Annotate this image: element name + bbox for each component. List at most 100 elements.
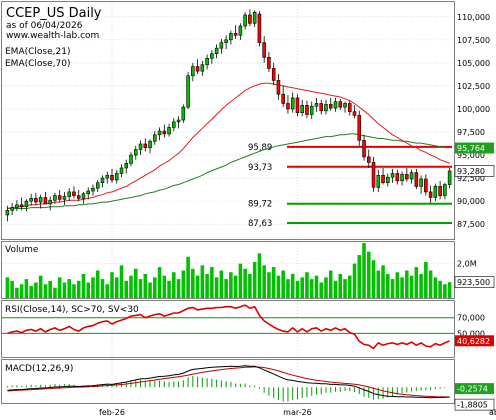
volume-bar: [433, 277, 438, 298]
candle-up: [15, 204, 19, 208]
volume-bar: [424, 261, 428, 298]
candle-down: [276, 80, 281, 95]
volume-bar: [267, 272, 271, 298]
candle-down: [281, 93, 285, 104]
volume-bar: [428, 270, 433, 298]
macd-last-box: [455, 383, 494, 395]
rsi-last-box: [455, 335, 494, 347]
rsi-line: [7, 304, 450, 350]
candle-up: [138, 143, 143, 150]
volume-bar: [148, 282, 152, 298]
candle-up: [343, 103, 347, 108]
candle-up: [176, 119, 181, 123]
candle-up: [400, 174, 404, 182]
volume-bar: [376, 270, 381, 298]
legend-ema70: EMA(Close,70): [5, 59, 70, 69]
candle-up: [157, 130, 162, 136]
macd-signal-box: [454, 398, 495, 411]
candle-down: [110, 175, 114, 181]
volume-bar: [24, 279, 29, 298]
volume-bar: [262, 265, 266, 298]
candle-down: [72, 191, 76, 196]
candle-up: [324, 104, 328, 112]
volume-bar: [343, 279, 347, 298]
ema70-line: [7, 133, 450, 209]
volume-bar: [352, 263, 357, 298]
volume-bar: [138, 279, 143, 298]
volume-bar: [305, 272, 309, 298]
candle-down: [428, 191, 433, 198]
volume-bar: [338, 273, 343, 298]
candle-up: [186, 75, 190, 108]
candle-up: [314, 103, 319, 107]
volume-bar: [10, 280, 14, 298]
support-level-label: 87,63: [248, 219, 272, 229]
volume-bar: [200, 265, 205, 298]
candle-down: [19, 204, 24, 207]
candle-down: [248, 14, 252, 24]
candle-down: [319, 103, 324, 112]
candle-up: [224, 39, 228, 43]
candle-down: [362, 140, 366, 158]
volume-bar: [119, 265, 124, 298]
volume-last-box: [454, 276, 495, 288]
volume-bar: [62, 282, 67, 298]
volume-bar: [167, 280, 171, 298]
macd-pane: [1, 359, 455, 404]
volume-bar: [366, 251, 371, 298]
candles-layer: [5, 9, 452, 222]
candle-up: [300, 104, 304, 113]
candle-down: [286, 103, 290, 110]
volume-bar: [219, 270, 224, 298]
candle-down: [381, 175, 385, 184]
candle-up: [67, 191, 71, 197]
rsi-title: RSI(Close,14), SC>70, SV<30: [5, 305, 139, 315]
candle-up: [443, 184, 447, 196]
volume-bar: [114, 277, 119, 298]
candle-down: [233, 33, 238, 36]
levels-layer: 95,89 93,73 89,72 87,63: [248, 143, 452, 229]
candle-up: [219, 42, 224, 49]
candle-down: [143, 143, 148, 148]
volume-bar: [276, 275, 281, 298]
rsi-pane: [1, 300, 455, 358]
volume-bar: [129, 275, 133, 298]
candle-down: [414, 172, 419, 187]
macd-signal-line: [7, 366, 450, 398]
ema21-line: [7, 82, 450, 209]
volume-bar: [186, 256, 190, 298]
candle-up: [114, 173, 119, 181]
candle-up: [433, 186, 438, 198]
volume-bar: [295, 280, 300, 298]
candle-down: [195, 66, 200, 72]
resistance-level-label: 93,73: [248, 163, 272, 173]
volume-bar: [409, 275, 414, 298]
candle-up: [238, 25, 243, 36]
candle-up: [409, 172, 414, 180]
candle-up: [48, 199, 52, 205]
volume-bar: [205, 273, 209, 298]
volume-bar: [414, 267, 419, 298]
volume-bar: [229, 272, 233, 298]
price-tick-label: 95,000: [457, 151, 485, 160]
volume-bar: [248, 273, 252, 298]
macd-line: [7, 365, 450, 399]
candle-down: [328, 104, 333, 109]
volume-bar: [347, 275, 352, 298]
candle-down: [352, 111, 357, 116]
candle-up: [24, 200, 29, 207]
volume-bar: [438, 280, 442, 298]
candle-down: [34, 198, 38, 203]
volume-bar: [419, 273, 423, 298]
volume-bar: [124, 280, 129, 298]
candle-up: [390, 173, 395, 178]
volume-bar: [314, 275, 319, 298]
grid-layer: [2, 3, 454, 403]
volume-bar: [15, 287, 19, 298]
price-tick-label: 92,500: [457, 174, 485, 183]
resistance-level-label: 95,89: [248, 143, 272, 153]
candle-down: [424, 178, 428, 193]
candle-up: [10, 207, 14, 211]
candle-up: [81, 193, 86, 199]
candle-up: [119, 167, 124, 174]
